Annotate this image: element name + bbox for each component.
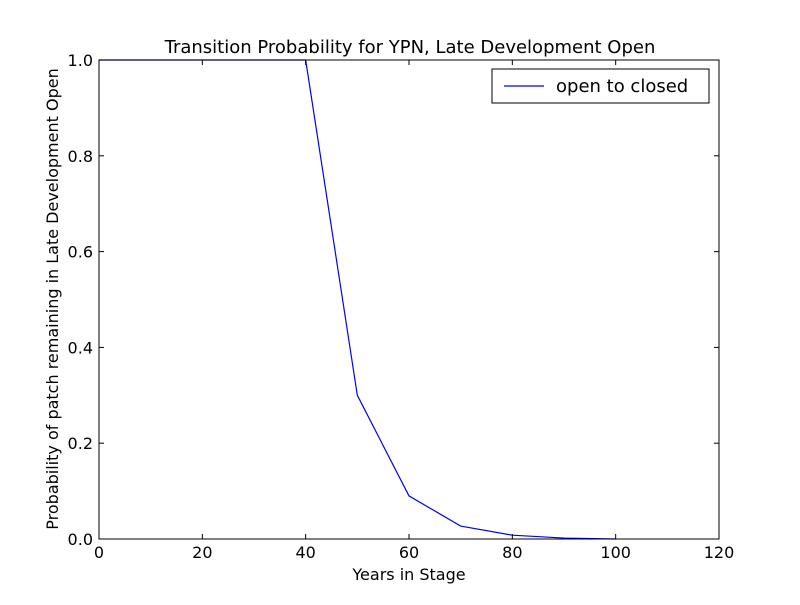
series-layer: [99, 59, 616, 540]
legend-label: open to closed: [556, 76, 688, 97]
x-tick-label: 120: [704, 543, 735, 562]
x-tick-label: 100: [600, 543, 631, 562]
x-axis-label: Years in Stage: [351, 565, 465, 584]
chart-title: Transition Probability for YPN, Late Dev…: [164, 37, 656, 58]
y-axis-label: Probability of patch remaining in Late D…: [43, 68, 62, 529]
x-tick-label: 40: [295, 543, 315, 562]
plot-area-frame: [98, 59, 720, 540]
x-tick-label: 80: [502, 543, 522, 562]
axis-ticks: 0 20 40 60 80 100 120 0.0 0.2 0.4 0.6 0.8 1.0: [68, 51, 735, 562]
y-tick-label: 0.4: [68, 338, 93, 357]
y-tick-label: 0.8: [68, 147, 93, 166]
y-tick-label: 1.0: [68, 51, 93, 70]
x-tick-label: 20: [192, 543, 212, 562]
legend: open to closed: [491, 68, 710, 104]
y-tick-label: 0.0: [68, 530, 93, 549]
series-line-open-to-closed: [99, 59, 616, 540]
x-tick-label: 60: [399, 543, 419, 562]
y-tick-label: 0.6: [68, 243, 93, 262]
x-tick-label: 0: [94, 543, 104, 562]
y-tick-label: 0.2: [68, 434, 93, 453]
